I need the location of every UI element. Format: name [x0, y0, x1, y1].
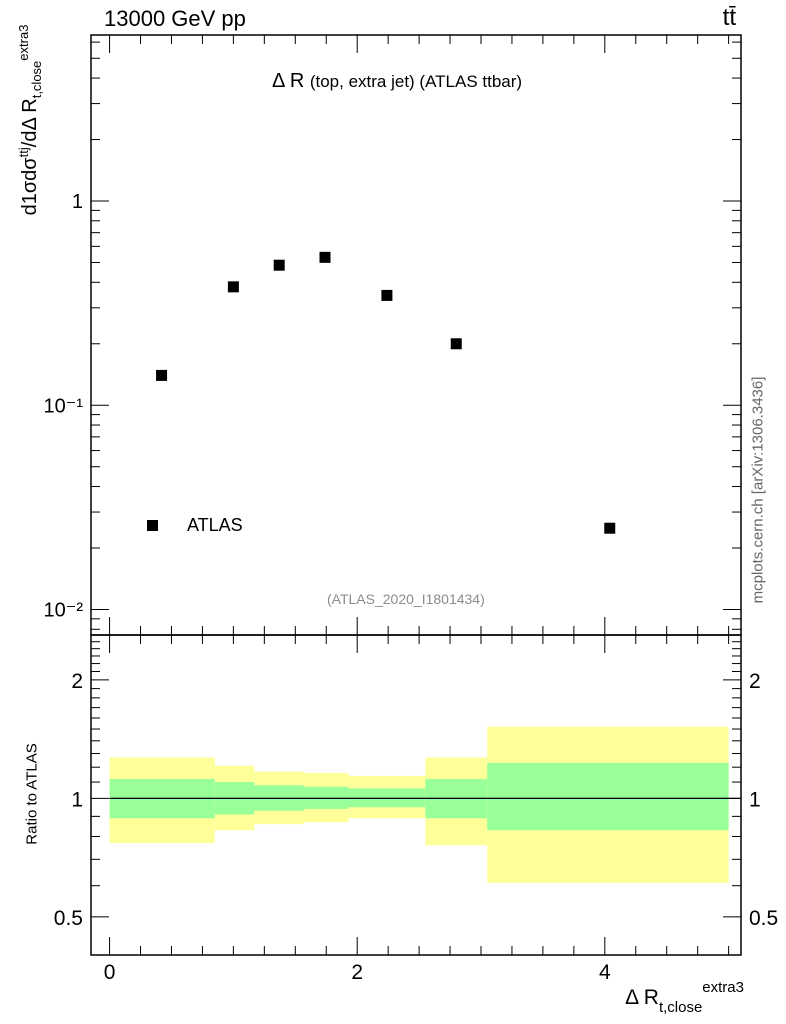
side-label: mcplots.cern.ch [arXiv:1306.3436] — [749, 376, 767, 604]
data-point-3 — [319, 251, 331, 263]
axes-frames — [90, 34, 742, 956]
legend-square — [147, 520, 158, 531]
main-y-axis-label: d1σdσttj/dΔ Rt,closeextra3 — [16, 24, 44, 216]
data-point-4 — [381, 289, 393, 301]
ratio-ytick-label-right: 1 — [749, 788, 761, 811]
axis-ticks — [91, 35, 741, 956]
analysis-id: (ATLAS_2020_I1801434) — [327, 591, 485, 607]
plot-title: Δ R (top, extra jet) (ATLAS ttbar) — [272, 70, 522, 93]
legend-label: ATLAS — [187, 515, 243, 535]
ratio-ytick-label-left: 1 — [71, 788, 83, 811]
main-ytick-label: 1 — [72, 191, 83, 213]
data-markers — [156, 251, 616, 534]
ratio-y-axis-label: Ratio to ATLAS — [23, 743, 41, 845]
plot-title-detail: (top, extra jet) (ATLAS ttbar) — [309, 72, 523, 91]
inner-band-6 — [487, 762, 729, 831]
plot-title-main: Δ R — [272, 70, 305, 92]
data-point-6 — [604, 522, 616, 534]
main-ytick-label: 10⁻¹ — [44, 395, 84, 417]
main-ytick-label: 10⁻² — [44, 599, 84, 621]
energy-label: 13000 GeV pp — [104, 6, 246, 31]
axis-tick-labels: 10⁻² 10⁻¹ 1 0.5 0.5 1 1 2 2 0 2 4 — [44, 191, 779, 984]
ratio-frame — [90, 634, 742, 956]
data-point-0 — [156, 369, 168, 381]
data-point-2 — [273, 259, 285, 271]
x-tick-label: 0 — [104, 961, 116, 984]
data-point-5 — [450, 338, 462, 350]
x-axis-label: Δ Rt,closeextra3 — [625, 979, 744, 1016]
x-tick-label: 4 — [599, 961, 611, 984]
ratio-ytick-label-left: 0.5 — [54, 907, 83, 930]
ratio-ytick-label-right: 0.5 — [749, 907, 778, 930]
ratio-ytick-label-left: 2 — [71, 670, 83, 693]
ratio-ytick-label-right: 2 — [749, 670, 761, 693]
legend-marker — [147, 520, 158, 531]
process-label: tt̄ — [722, 4, 736, 31]
data-point-1 — [227, 281, 239, 293]
main-frame — [90, 34, 742, 636]
x-tick-label: 2 — [351, 961, 363, 984]
ratio-uncertainty-bands — [109, 726, 729, 883]
